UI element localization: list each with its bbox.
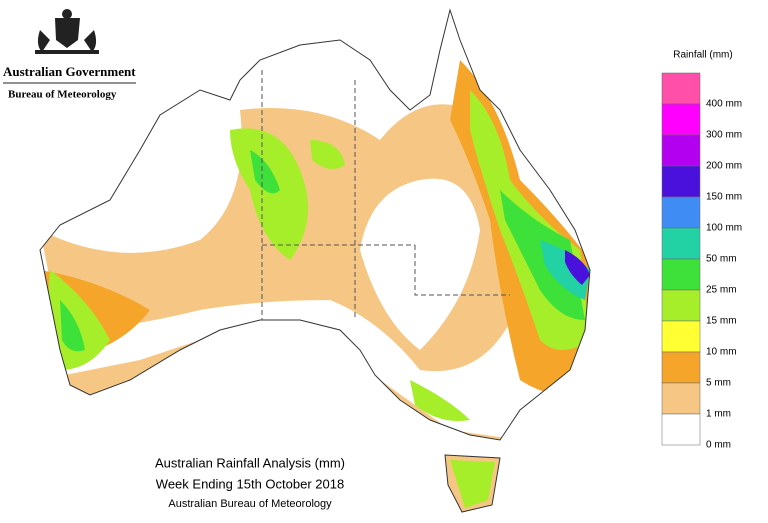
legend-label: 400 mm bbox=[706, 99, 742, 110]
legend-swatch bbox=[661, 103, 701, 136]
legend-label: 1 mm bbox=[706, 409, 731, 420]
legend-label: 200 mm bbox=[706, 161, 742, 172]
legend-swatch bbox=[661, 134, 701, 167]
legend-swatch bbox=[661, 258, 701, 291]
legend-label: 25 mm bbox=[706, 285, 737, 296]
caption-date: Week Ending 15th October 2018 bbox=[156, 476, 344, 491]
legend: 400 mm 300 mm 200 mm 150 mm 100 mm 50 mm 25 mm… bbox=[661, 72, 742, 451]
legend-swatch bbox=[661, 382, 701, 415]
caption-source: Australian Bureau of Meteorology bbox=[168, 498, 332, 510]
legend-swatch bbox=[661, 289, 701, 322]
logo bbox=[35, 9, 99, 54]
legend-swatch bbox=[661, 72, 701, 105]
legend-title: Rainfall (mm) bbox=[673, 50, 732, 61]
legend-swatch bbox=[661, 227, 701, 260]
legend-label: 10 mm bbox=[706, 347, 737, 358]
legend-label: 100 mm bbox=[706, 223, 742, 234]
legend-label: 5 mm bbox=[706, 378, 731, 389]
legend-label: 15 mm bbox=[706, 316, 737, 327]
legend-label: 50 mm bbox=[706, 254, 737, 265]
legend-label: 300 mm bbox=[706, 130, 742, 141]
legend-label: 150 mm bbox=[706, 192, 742, 203]
legend-swatch bbox=[661, 165, 701, 198]
caption-title: Australian Rainfall Analysis (mm) bbox=[155, 455, 345, 470]
legend-swatch bbox=[661, 413, 701, 446]
legend-label: 0 mm bbox=[706, 440, 731, 451]
government-name: Australian Government bbox=[3, 64, 136, 79]
legend-swatch bbox=[661, 351, 701, 384]
legend-swatch bbox=[661, 320, 701, 353]
legend-swatch bbox=[661, 196, 701, 229]
agency-name: Bureau of Meteorology bbox=[8, 89, 117, 101]
